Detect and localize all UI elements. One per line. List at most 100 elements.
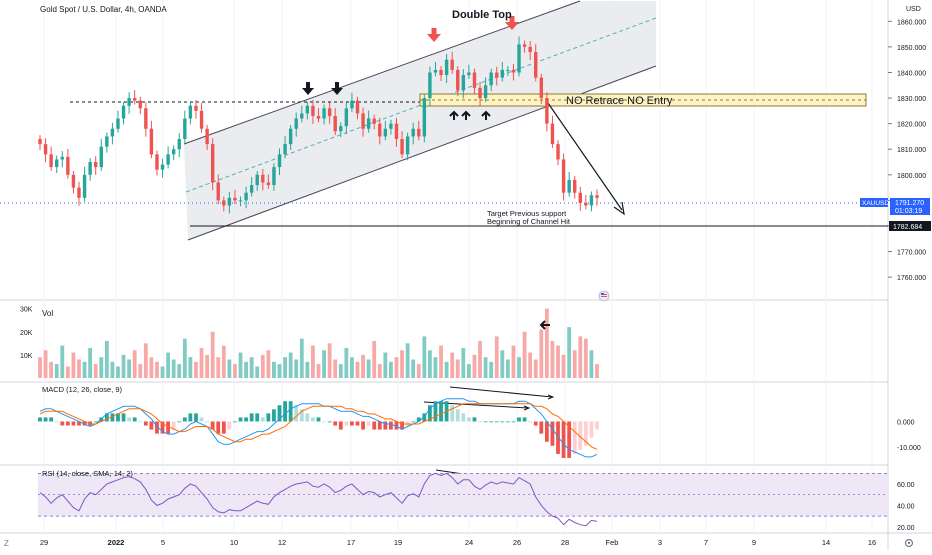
volume-bar [194,361,198,378]
macd-tick-label: 0.000 [897,419,915,426]
left-arrow-icon [539,320,550,330]
countdown-tag: 01:03:19 [895,208,922,215]
candle-body [82,174,87,198]
time-tick-label: 7 [704,538,708,547]
macd-histogram-bar [104,413,109,422]
time-tick-label: 3 [658,538,662,547]
macd-histogram-bar [182,417,187,422]
macd-histogram-bar [283,401,287,422]
candle-body [417,128,421,137]
time-tick-label: 16 [868,538,876,547]
candle-body [478,87,482,99]
zoom-z-icon[interactable]: Z [4,539,9,548]
candlestick-series [38,36,599,214]
volume-bar [533,359,538,378]
candle-body [277,154,282,168]
candle-body [489,72,493,86]
candle-body [71,174,76,188]
time-tick-label: 5 [161,538,165,547]
macd-histogram-bar [355,421,360,426]
candle-body [561,159,566,193]
macd-histogram-bar [54,421,59,423]
volume-bar [539,329,544,378]
candle-body [305,105,310,114]
settings-gear-icon[interactable] [904,538,914,548]
price-tick-label: 1800.000 [897,173,926,180]
rsi-tick-label: 40.00 [897,503,915,510]
volume-bar [517,357,521,378]
macd-histogram-bar [544,421,549,442]
price-tick-label: 1860.000 [897,19,926,26]
candle-body [316,115,321,119]
macd-histogram-bar [38,417,42,422]
volume-bar [428,350,432,378]
macd-divergence-arrowhead-1 [547,394,555,400]
candle-body [422,98,427,137]
candle-body [116,118,120,129]
candle-body [322,108,326,119]
candle-body [255,174,259,186]
support-price-tag-bg [889,221,931,231]
candle-body [249,185,254,193]
candle-body [194,105,198,111]
volume-bar [444,361,449,378]
macd-histogram-bar [155,421,159,434]
volume-bar [244,361,248,378]
macd-histogram-bar [411,421,416,423]
price-tick-label: 1770.000 [897,250,926,257]
volume-bar [93,364,98,378]
support-price-tag: 1782.684 [893,224,922,231]
time-axis[interactable]: 29 2022 5 10 12 17 19 24 26 28 Feb 3 7 9 14 16 [40,538,876,547]
macd-histogram-bar [422,413,427,422]
volume-tick-label: 30K [20,307,33,314]
candle-body [584,202,588,206]
candle-body [132,98,137,101]
volume-tick-label: 20K [20,330,33,337]
candle-body [138,100,142,109]
volume-pane-title[interactable]: Vol [42,309,53,318]
volume-bar [511,345,516,378]
candle-body [105,136,109,147]
candle-body [216,182,220,201]
candle-body [366,118,371,129]
time-tick-label: 19 [394,538,402,547]
candle-body [433,69,438,73]
macd-histogram-bar [188,413,193,422]
volume-bar [567,327,572,378]
candle-body [233,197,237,201]
macd-histogram-bar [489,421,494,423]
macd-histogram-bar [177,421,182,423]
price-axis[interactable]: 1860.000 1850.000 1840.000 1830.000 1820.000… [888,19,926,282]
candle-body [60,156,64,160]
candle-body [327,108,332,116]
macd-histogram-bar [299,409,304,422]
macd-histogram-bar [60,421,65,426]
volume-bar [60,345,65,378]
candle-body [266,182,271,186]
volume-bar [160,366,165,378]
volume-bar [221,345,226,378]
candle-body [511,69,516,73]
macd-histogram-bar [344,421,349,426]
candle-body [456,69,460,91]
red-down-arrow-2 [505,16,519,30]
volume-bar [104,341,109,378]
volume-bar [54,364,59,378]
symbol-title[interactable]: Gold Spot / U.S. Dollar, 4h, OANDA [40,5,167,14]
candle-body [500,69,505,78]
macd-pane-title[interactable]: MACD (12, 26, close, 9) [42,385,123,394]
volume-bar [205,354,209,378]
price-tick-label: 1810.000 [897,147,926,154]
target-label-line1: Target Previous support [487,209,567,218]
macd-histogram-bar [377,421,382,430]
macd-histogram-bar [221,421,226,434]
rsi-pane-title[interactable]: RSI (14, close, SMA, 14, 2) [42,469,133,478]
volume-bar [416,364,421,378]
candle-body [506,69,510,71]
volume-bar [88,347,93,378]
candle-body [400,138,404,155]
us-flag-icon [598,290,610,302]
volume-bar [344,347,349,378]
